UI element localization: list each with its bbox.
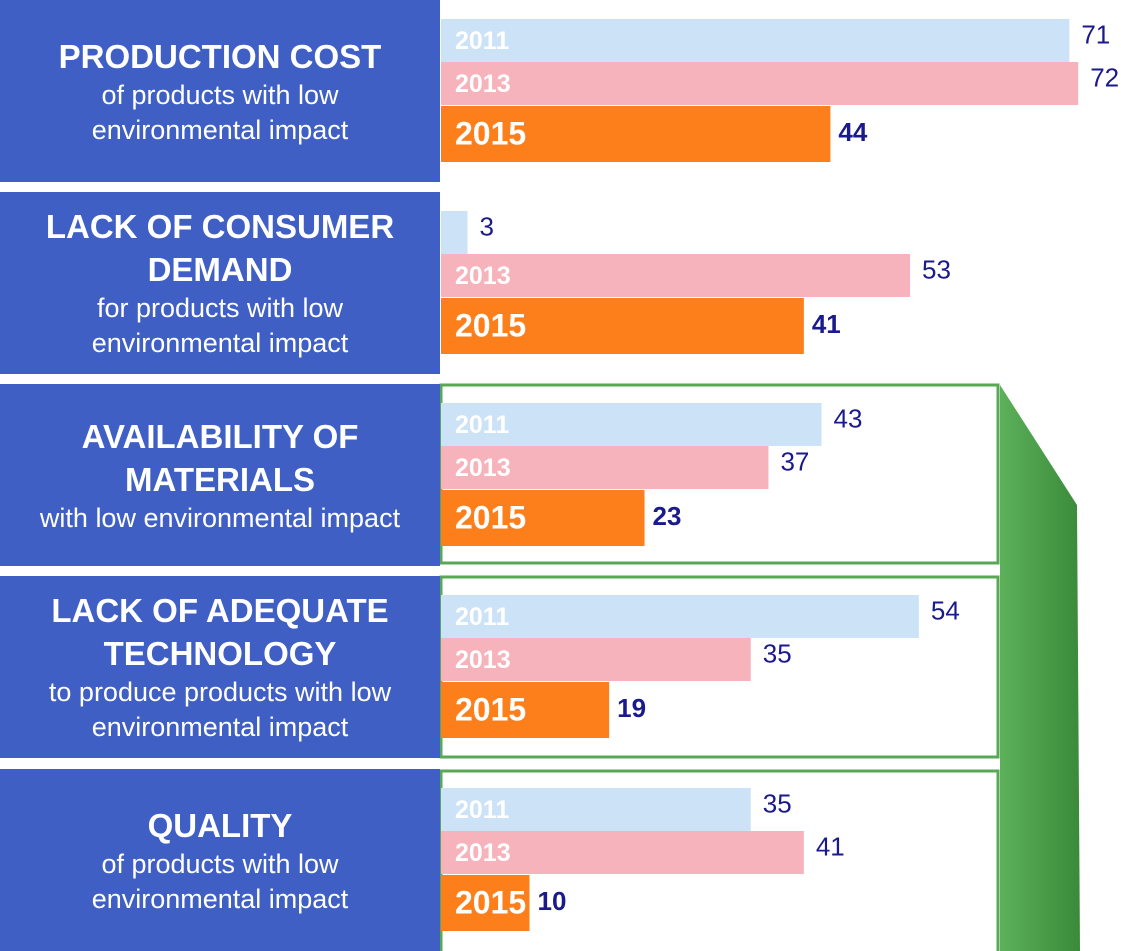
bar [441, 403, 822, 446]
value-label: 71 [1081, 19, 1110, 49]
bar [441, 211, 468, 254]
bar-year-label: 2011 [455, 411, 509, 439]
bar [441, 490, 645, 546]
category-title: LACK OF CONSUMER DEMAND [45, 208, 395, 288]
category-subtitle: for products with low environmental impa… [91, 293, 349, 358]
category-panel: QUALITY of products with low environmenta… [0, 769, 440, 951]
bar [441, 682, 610, 738]
bar-year-label: 2015 [455, 499, 526, 535]
value-label: 37 [780, 446, 809, 476]
value-label: 41 [816, 831, 845, 861]
value-label: 53 [922, 254, 951, 284]
bar-year-label: 2013 [455, 262, 511, 290]
category-subtitle: with low environmental impact [39, 502, 401, 533]
bar [441, 106, 831, 162]
category-subtitle: to produce products with low environment… [48, 677, 392, 742]
category-title: LACK OF ADEQUATE TECHNOLOGY [51, 592, 389, 672]
category-panel: AVAILABILITY OF MATERIALS with low enviro… [0, 384, 440, 566]
bar [441, 19, 1070, 62]
value-label: 10 [538, 886, 567, 916]
category-panel: LACK OF ADEQUATE TECHNOLOGY to produce pr… [0, 576, 440, 758]
bar-year-label: 2013 [455, 454, 511, 482]
bar-year-label: 2011 [455, 27, 509, 55]
value-label: 41 [812, 309, 841, 339]
value-label: 43 [834, 403, 863, 433]
bar [441, 254, 911, 297]
bar [441, 62, 1079, 105]
value-label: 44 [838, 117, 867, 147]
bar-year-label: 2013 [455, 839, 511, 867]
bar [441, 788, 751, 831]
bar-year-label: 2013 [455, 646, 511, 674]
bar-year-label: 2011 [455, 796, 509, 824]
bar-year-label: 2015 [455, 884, 526, 920]
bar-year-label: 2013 [455, 70, 511, 98]
value-label: 35 [763, 638, 792, 668]
category-subtitle: of products with low environmental impac… [91, 79, 349, 145]
value-label: 19 [617, 693, 646, 723]
value-label: 3 [480, 211, 494, 241]
green-bracket [1000, 385, 1080, 951]
bar [441, 875, 530, 931]
value-label: 35 [763, 788, 792, 818]
bar [441, 831, 804, 874]
value-label: 23 [653, 501, 682, 531]
bar-year-label: 2015 [455, 307, 526, 343]
category-panel: LACK OF CONSUMER DEMAND for products with… [0, 192, 440, 374]
value-label: 54 [931, 595, 960, 625]
bar [441, 595, 919, 638]
bar-year-label: 2015 [455, 691, 526, 727]
bar [441, 638, 751, 681]
bar [441, 298, 804, 354]
category-panel: PRODUCTION COST of products with low envi… [0, 0, 440, 182]
value-label: 72 [1090, 62, 1119, 92]
category-title: QUALITY [147, 806, 293, 844]
bar [441, 446, 769, 489]
category-title: PRODUCTION COST [58, 37, 382, 75]
bar-year-label: 2015 [455, 115, 526, 151]
bar-year-label: 2011 [455, 603, 509, 631]
category-title: AVAILABILITY OF MATERIALS [81, 417, 359, 498]
category-subtitle: of products with low environmental impac… [91, 848, 349, 914]
